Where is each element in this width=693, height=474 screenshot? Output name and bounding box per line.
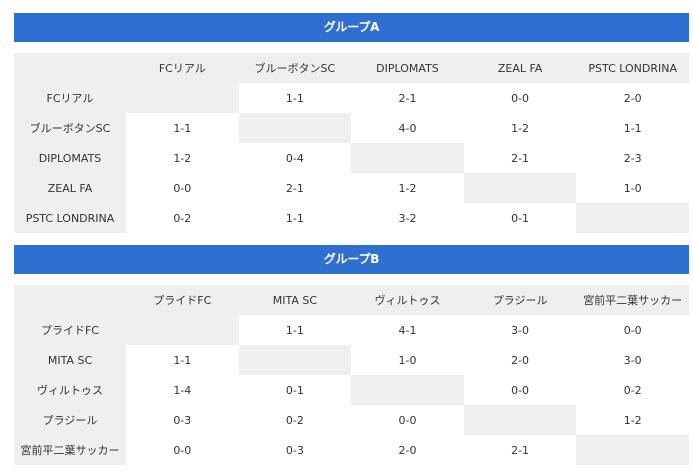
score-cell: 0-0 bbox=[126, 435, 239, 465]
score-cell: 0-4 bbox=[238, 143, 352, 173]
score-cell: 0-0 bbox=[126, 173, 239, 203]
score-cell: 1-2 bbox=[576, 405, 689, 435]
row-header: DIPLOMATS bbox=[14, 143, 126, 173]
self-match-cell bbox=[351, 143, 464, 173]
row-header: PSTC LONDRINA bbox=[14, 203, 126, 233]
table-row: ヴィルトゥス 1-4 0-1 0-0 0-2 bbox=[14, 375, 689, 405]
self-match-cell bbox=[463, 173, 577, 203]
table-row: FCリアル 1-1 2-1 0-0 2-0 bbox=[14, 83, 689, 113]
score-cell: 1-1 bbox=[126, 113, 239, 143]
score-cell: 0-3 bbox=[126, 405, 239, 435]
group-b-title: グループB bbox=[14, 245, 689, 274]
table-row: PSTC LONDRINA 0-2 1-1 3-2 0-1 bbox=[14, 203, 689, 233]
score-cell: 0-2 bbox=[238, 405, 352, 435]
score-cell: 1-1 bbox=[238, 203, 352, 233]
score-cell: 2-0 bbox=[576, 83, 689, 113]
score-cell: 1-2 bbox=[126, 143, 239, 173]
score-cell: 1-2 bbox=[463, 113, 577, 143]
self-match-cell bbox=[351, 375, 464, 405]
group-a-section: グループA FCリアル ブルーボタンSC DIPLOMATS ZEAL FA P… bbox=[14, 13, 689, 233]
score-cell: 1-0 bbox=[351, 345, 464, 375]
score-cell: 1-4 bbox=[126, 375, 239, 405]
column-header: PSTC LONDRINA bbox=[576, 53, 689, 83]
score-cell: 1-2 bbox=[351, 173, 464, 203]
group-a-results-table: FCリアル ブルーボタンSC DIPLOMATS ZEAL FA PSTC LO… bbox=[14, 53, 689, 233]
column-header: DIPLOMATS bbox=[351, 53, 464, 83]
score-cell: 2-1 bbox=[463, 435, 577, 465]
table-row: ZEAL FA 0-0 2-1 1-2 1-0 bbox=[14, 173, 689, 203]
score-cell: 0-3 bbox=[238, 435, 352, 465]
corner-cell bbox=[14, 53, 126, 83]
self-match-cell bbox=[126, 83, 239, 113]
score-cell: 0-0 bbox=[463, 83, 577, 113]
self-match-cell bbox=[238, 113, 352, 143]
score-cell: 1-0 bbox=[576, 173, 689, 203]
score-cell: 0-0 bbox=[576, 315, 689, 345]
score-cell: 1-1 bbox=[238, 315, 352, 345]
score-cell: 3-0 bbox=[463, 315, 577, 345]
score-cell: 0-0 bbox=[351, 405, 464, 435]
column-header: プラジール bbox=[463, 285, 577, 315]
score-cell: 4-0 bbox=[351, 113, 464, 143]
row-header: FCリアル bbox=[14, 83, 126, 113]
score-cell: 0-1 bbox=[463, 203, 577, 233]
row-header: 宮前平二葉サッカー bbox=[14, 435, 126, 465]
column-header: ZEAL FA bbox=[463, 53, 577, 83]
self-match-cell bbox=[576, 435, 689, 465]
score-cell: 2-1 bbox=[463, 143, 577, 173]
column-header: ヴィルトゥス bbox=[351, 285, 464, 315]
group-a-title: グループA bbox=[14, 13, 689, 42]
score-cell: 0-0 bbox=[463, 375, 577, 405]
score-cell: 2-0 bbox=[463, 345, 577, 375]
score-cell: 2-0 bbox=[351, 435, 464, 465]
table-header-row: プライドFC MITA SC ヴィルトゥス プラジール 宮前平二葉サッカー bbox=[14, 285, 689, 315]
row-header: プライドFC bbox=[14, 315, 126, 345]
self-match-cell bbox=[576, 203, 689, 233]
table-row: ブルーボタンSC 1-1 4-0 1-2 1-1 bbox=[14, 113, 689, 143]
group-b-section: グループB プライドFC MITA SC ヴィルトゥス プラジール 宮前平二葉サ… bbox=[14, 245, 689, 465]
group-b-results-table: プライドFC MITA SC ヴィルトゥス プラジール 宮前平二葉サッカー プラ… bbox=[14, 285, 689, 465]
score-cell: 4-1 bbox=[351, 315, 464, 345]
column-header: ブルーボタンSC bbox=[238, 53, 352, 83]
column-header: プライドFC bbox=[126, 285, 239, 315]
self-match-cell bbox=[463, 405, 577, 435]
score-cell: 2-3 bbox=[576, 143, 689, 173]
score-cell: 1-1 bbox=[576, 113, 689, 143]
column-header: 宮前平二葉サッカー bbox=[576, 285, 689, 315]
row-header: プラジール bbox=[14, 405, 126, 435]
table-row: プラジール 0-3 0-2 0-0 1-2 bbox=[14, 405, 689, 435]
score-cell: 3-0 bbox=[576, 345, 689, 375]
row-header: ヴィルトゥス bbox=[14, 375, 126, 405]
score-cell: 1-1 bbox=[238, 83, 352, 113]
score-cell: 1-1 bbox=[126, 345, 239, 375]
row-header: MITA SC bbox=[14, 345, 126, 375]
self-match-cell bbox=[238, 345, 352, 375]
self-match-cell bbox=[126, 315, 239, 345]
column-header: MITA SC bbox=[238, 285, 352, 315]
score-cell: 3-2 bbox=[351, 203, 464, 233]
table-header-row: FCリアル ブルーボタンSC DIPLOMATS ZEAL FA PSTC LO… bbox=[14, 53, 689, 83]
table-row: MITA SC 1-1 1-0 2-0 3-0 bbox=[14, 345, 689, 375]
corner-cell bbox=[14, 285, 126, 315]
row-header: ブルーボタンSC bbox=[14, 113, 126, 143]
table-row: プライドFC 1-1 4-1 3-0 0-0 bbox=[14, 315, 689, 345]
column-header: FCリアル bbox=[126, 53, 239, 83]
score-cell: 0-2 bbox=[576, 375, 689, 405]
table-row: DIPLOMATS 1-2 0-4 2-1 2-3 bbox=[14, 143, 689, 173]
table-row: 宮前平二葉サッカー 0-0 0-3 2-0 2-1 bbox=[14, 435, 689, 465]
score-cell: 2-1 bbox=[238, 173, 352, 203]
score-cell: 0-1 bbox=[238, 375, 352, 405]
score-cell: 2-1 bbox=[351, 83, 464, 113]
score-cell: 0-2 bbox=[126, 203, 239, 233]
row-header: ZEAL FA bbox=[14, 173, 126, 203]
